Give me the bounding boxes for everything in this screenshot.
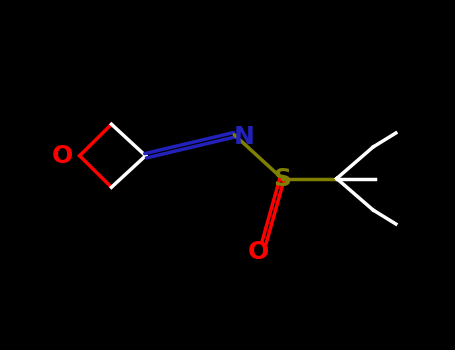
Text: S: S (273, 167, 291, 190)
Text: O: O (52, 144, 73, 168)
Text: N: N (234, 125, 255, 148)
Text: O: O (248, 240, 269, 264)
